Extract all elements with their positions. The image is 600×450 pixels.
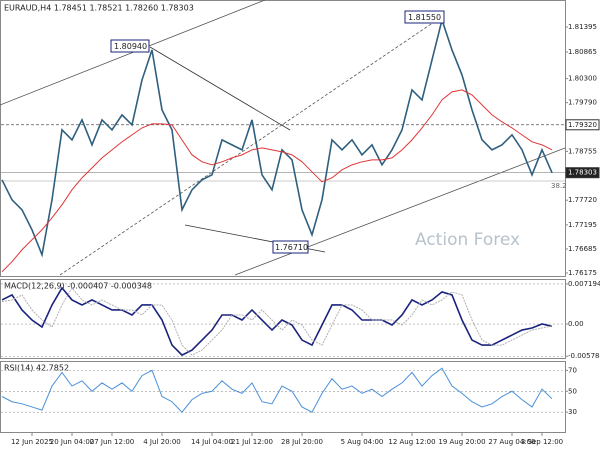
chart-title: EURAUD,H4 1.78451 1.78521 1.78260 1.7830… — [4, 4, 194, 13]
series-line — [1, 287, 553, 356]
level-box — [565, 119, 600, 131]
y-tick-label: -0.005784 — [568, 352, 600, 360]
y-tick-label: 1.80300 — [568, 75, 597, 83]
annotation: 1.81550 — [408, 13, 441, 22]
annotation: 1.80940 — [114, 42, 147, 51]
annotation: 38.2 — [551, 182, 567, 190]
level-label: 1.79320 — [568, 121, 597, 129]
trend-line — [149, 46, 291, 131]
x-tick-label: 20 Jun 04:00 — [50, 438, 94, 446]
x-tick-label: 3 Sep 12:00 — [521, 438, 563, 446]
annotation-box — [404, 10, 445, 24]
x-tick-label: 27 Jun 12:00 — [90, 438, 134, 446]
annotations: 1.80940 1.81550 1.76710 38.2 — [110, 10, 567, 254]
y-tick-label: 1.76175 — [568, 269, 597, 277]
y-tick-label: 30 — [568, 408, 577, 416]
series-line — [1, 89, 553, 273]
series-line — [1, 367, 553, 413]
annotation: 1.76710 — [275, 243, 308, 252]
macd-title: MACD(12,26,9) -0.000407 -0.000348 — [4, 282, 152, 291]
y-tick-label: 1.81395 — [568, 23, 597, 31]
y-tick-label: 1.77195 — [568, 221, 597, 229]
y-tick-label: 70 — [568, 366, 577, 374]
series-line — [1, 17, 553, 258]
x-tick-label: 14 Jul 04:00 — [191, 438, 233, 446]
channel-line — [234, 147, 566, 276]
x-tick-label: 12 Aug 12:00 — [388, 438, 435, 446]
rsi-title: RSI(14) 42.7852 — [4, 364, 69, 373]
annotation-box — [110, 39, 150, 53]
level-label: 1.78303 — [568, 169, 597, 177]
x-tick-label: 27 Aug 04:00 — [488, 438, 535, 446]
x-tick-label: 19 Aug 20:00 — [438, 438, 485, 446]
rsi-panel — [0, 361, 566, 433]
x-tick-label: 21 Jul 12:00 — [231, 438, 273, 446]
y-tick-label: 0.007194 — [568, 280, 600, 288]
level-box — [565, 167, 600, 179]
y-tick-label: 0.00 — [568, 320, 584, 328]
channel-line — [59, 17, 441, 276]
x-tick-label: 5 Aug 04:00 — [341, 438, 384, 446]
y-tick-label: 1.80865 — [568, 48, 597, 56]
watermark: Action Forex — [415, 230, 520, 250]
y-tick-label: 1.76685 — [568, 245, 597, 253]
x-tick-label: 12 Jun 2025 — [11, 438, 53, 446]
annotation-box — [272, 240, 309, 254]
y-tick-label: 1.78755 — [568, 147, 597, 155]
y-tick-label: 50 — [568, 387, 577, 395]
y-tick-label: 1.79790 — [568, 99, 597, 107]
price-panel — [0, 0, 566, 277]
y-tick-label: 1.77720 — [568, 196, 597, 204]
x-tick-label: 4 Jul 20:00 — [143, 438, 181, 446]
macd-panel — [0, 279, 566, 359]
x-tick-label: 28 Jul 20:00 — [281, 438, 323, 446]
